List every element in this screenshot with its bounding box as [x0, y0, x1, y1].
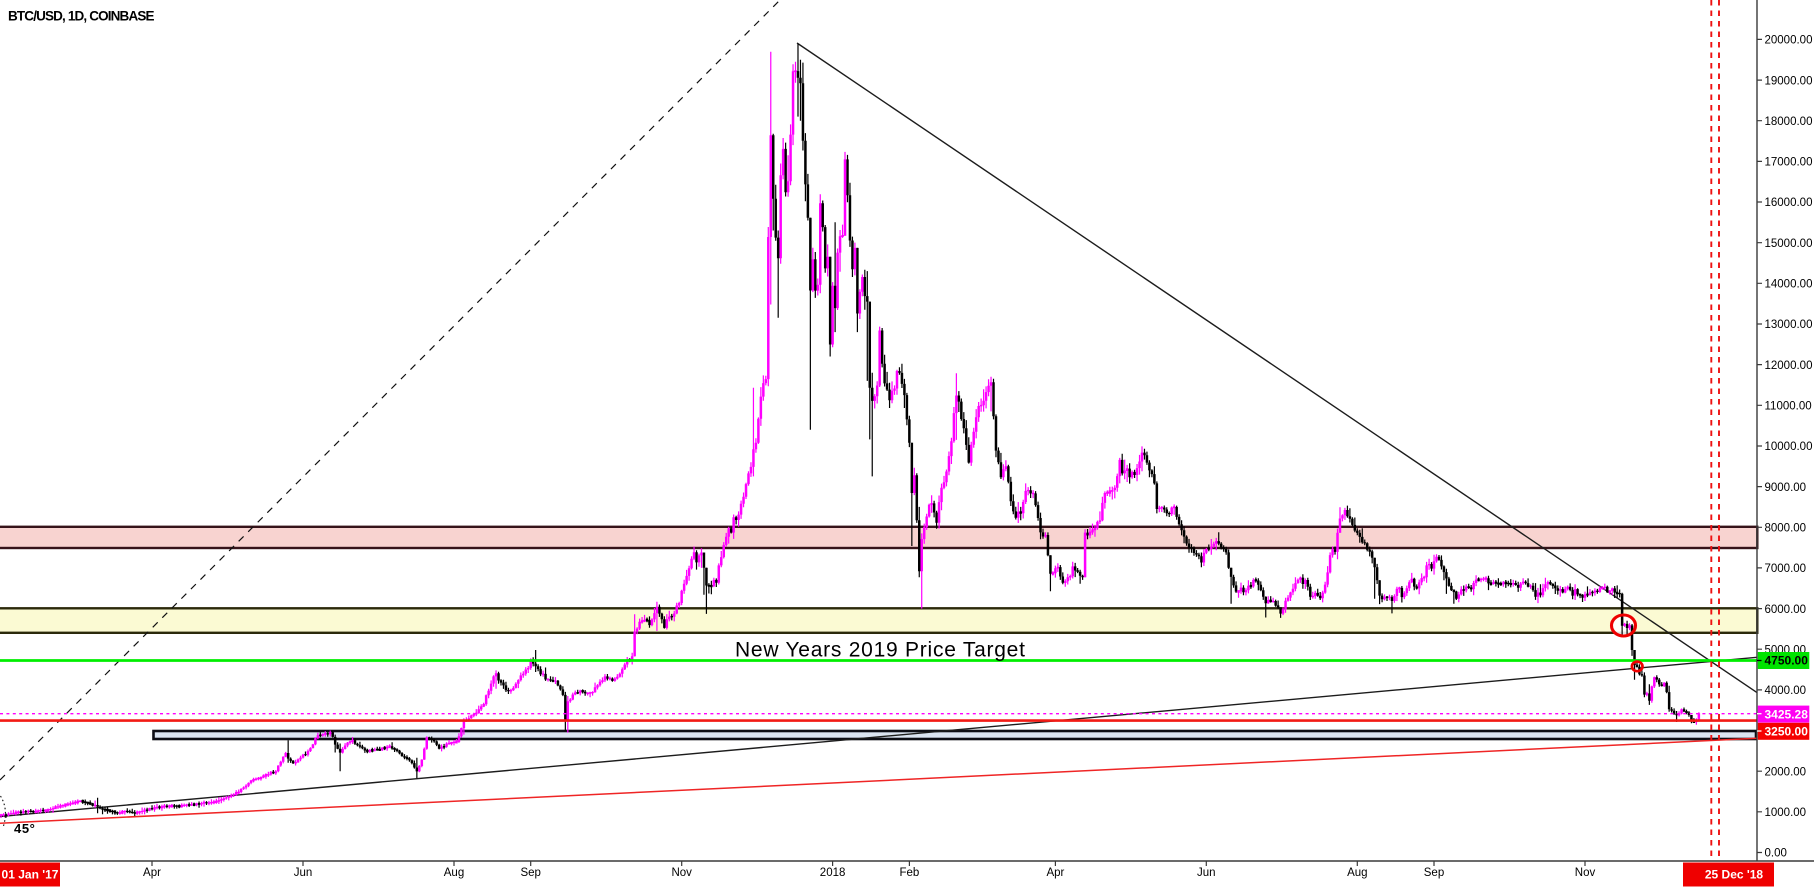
svg-text:2018: 2018	[820, 867, 846, 879]
svg-text:10000.00: 10000.00	[1765, 441, 1813, 453]
svg-text:16000.00: 16000.00	[1765, 197, 1813, 209]
svg-text:3425.28: 3425.28	[1765, 707, 1809, 721]
svg-text:19000.00: 19000.00	[1765, 75, 1813, 87]
svg-text:20000.00: 20000.00	[1765, 35, 1813, 47]
svg-text:4750.00: 4750.00	[1765, 654, 1809, 668]
svg-text:7000.00: 7000.00	[1765, 563, 1807, 575]
svg-text:11000.00: 11000.00	[1765, 401, 1812, 413]
svg-text:8000.00: 8000.00	[1765, 523, 1807, 535]
svg-text:14000.00: 14000.00	[1765, 279, 1813, 291]
svg-text:Apr: Apr	[143, 867, 161, 879]
svg-text:2000.00: 2000.00	[1765, 766, 1807, 778]
svg-text:0.00: 0.00	[1765, 848, 1787, 860]
svg-text:3250.00: 3250.00	[1765, 725, 1809, 739]
svg-text:Feb: Feb	[899, 867, 919, 879]
svg-text:Sep: Sep	[1424, 867, 1444, 879]
svg-text:Sep: Sep	[520, 867, 540, 879]
svg-text:1000.00: 1000.00	[1765, 807, 1807, 819]
svg-text:6000.00: 6000.00	[1765, 604, 1807, 616]
svg-text:Nov: Nov	[1575, 867, 1596, 879]
svg-text:4000.00: 4000.00	[1765, 685, 1807, 697]
svg-text:25 Dec '18: 25 Dec '18	[1705, 868, 1764, 882]
svg-text:Apr: Apr	[1046, 867, 1064, 879]
svg-text:12000.00: 12000.00	[1765, 360, 1813, 372]
svg-text:New Years 2019 Price Target: New Years 2019 Price Target	[735, 639, 1026, 662]
svg-text:BTC/USD, 1D, COINBASE: BTC/USD, 1D, COINBASE	[8, 9, 155, 24]
svg-text:Aug: Aug	[1347, 867, 1367, 879]
svg-text:9000.00: 9000.00	[1765, 482, 1807, 494]
svg-text:Jun: Jun	[294, 867, 313, 879]
svg-text:Aug: Aug	[444, 867, 464, 879]
svg-text:17000.00: 17000.00	[1765, 157, 1813, 169]
svg-text:01 Jan '17: 01 Jan '17	[2, 868, 59, 882]
svg-text:15000.00: 15000.00	[1765, 238, 1813, 250]
svg-text:45°: 45°	[14, 821, 35, 836]
svg-text:13000.00: 13000.00	[1765, 319, 1813, 331]
svg-text:Jun: Jun	[1197, 867, 1216, 879]
svg-text:Nov: Nov	[671, 867, 692, 879]
svg-text:18000.00: 18000.00	[1765, 116, 1813, 128]
